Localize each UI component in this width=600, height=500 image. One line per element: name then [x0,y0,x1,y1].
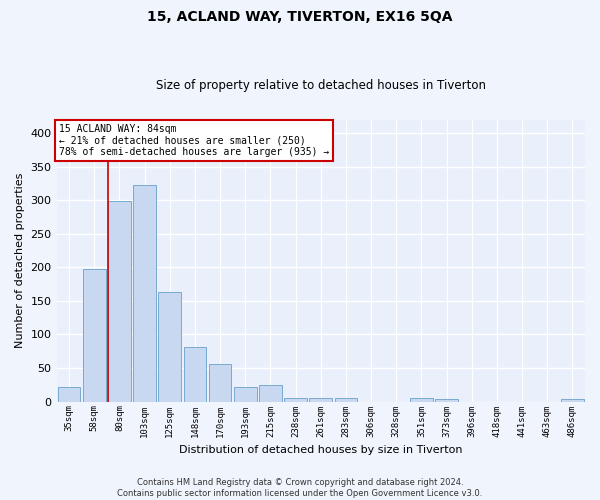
Bar [435,399,458,402]
Bar [108,202,131,402]
Bar [410,398,433,402]
Bar [83,268,106,402]
Bar [158,292,181,402]
Bar [259,385,282,402]
Title: Size of property relative to detached houses in Tiverton: Size of property relative to detached ho… [156,79,486,92]
X-axis label: Distribution of detached houses by size in Tiverton: Distribution of detached houses by size … [179,445,463,455]
Y-axis label: Number of detached properties: Number of detached properties [15,173,25,348]
Bar [133,186,156,402]
Text: Contains HM Land Registry data © Crown copyright and database right 2024.
Contai: Contains HM Land Registry data © Crown c… [118,478,482,498]
Bar [184,346,206,402]
Bar [209,364,232,402]
Bar [561,399,584,402]
Bar [335,398,357,402]
Bar [58,387,80,402]
Text: 15 ACLAND WAY: 84sqm
← 21% of detached houses are smaller (250)
78% of semi-deta: 15 ACLAND WAY: 84sqm ← 21% of detached h… [59,124,329,157]
Bar [284,398,307,402]
Bar [234,387,257,402]
Text: 15, ACLAND WAY, TIVERTON, EX16 5QA: 15, ACLAND WAY, TIVERTON, EX16 5QA [147,10,453,24]
Bar [310,398,332,402]
